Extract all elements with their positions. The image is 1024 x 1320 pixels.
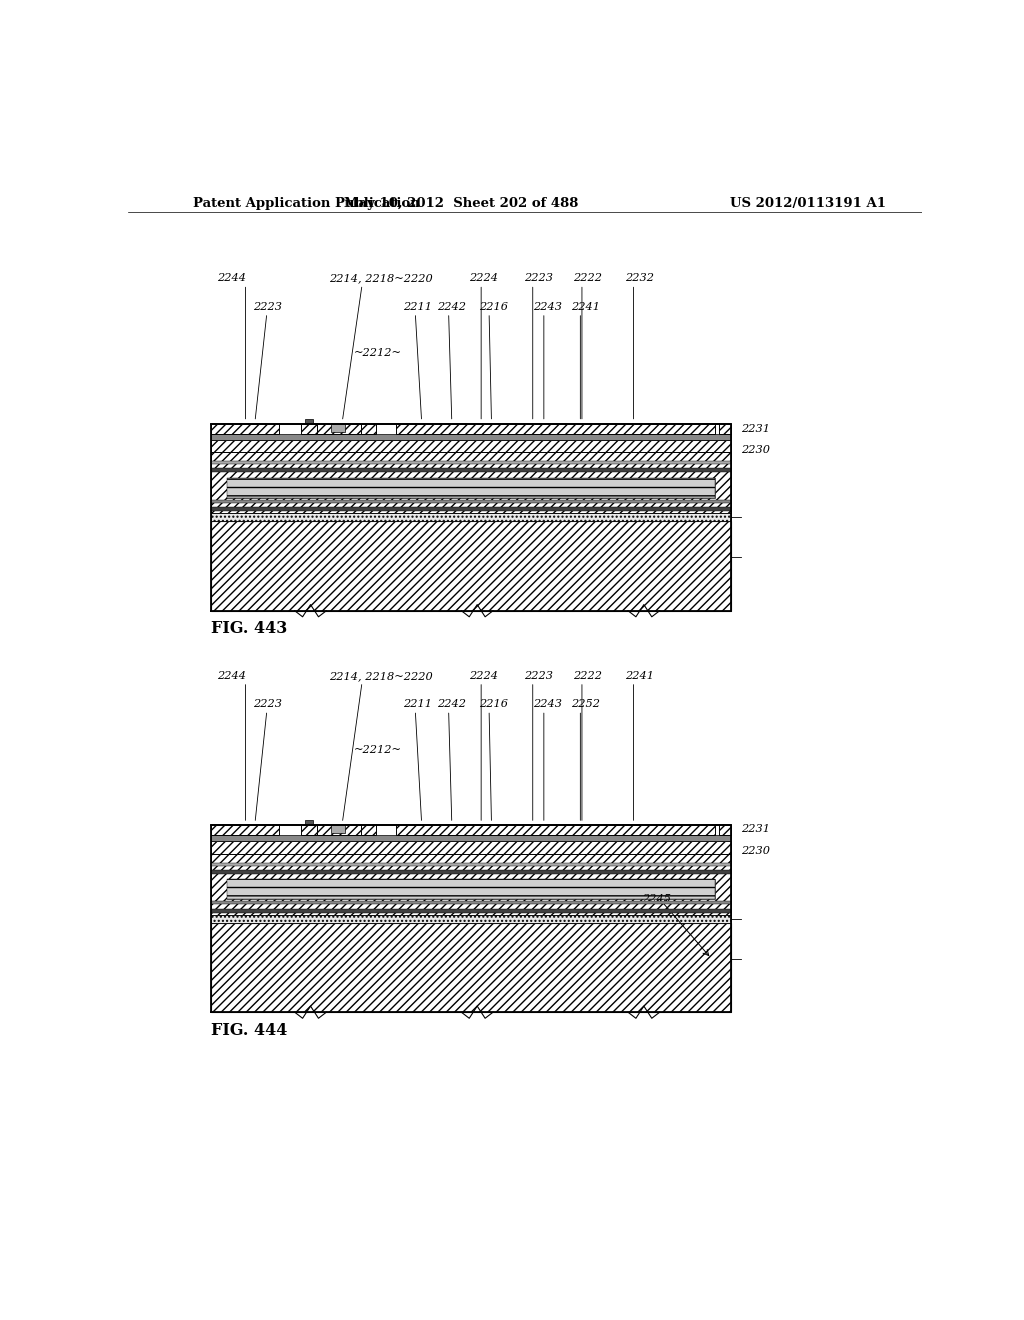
Bar [396,825,715,836]
Text: US 2012/0113191 A1: US 2012/0113191 A1 [730,197,886,210]
Bar [301,825,316,836]
Text: 2244: 2244 [217,671,246,681]
Text: 2231: 2231 [741,424,770,434]
Text: 2230: 2230 [741,846,770,855]
Text: ~2212~: ~2212~ [354,744,402,755]
Bar [211,440,731,453]
Bar [719,825,731,836]
Text: 2223: 2223 [524,671,553,681]
Text: 2232: 2232 [625,273,653,284]
Text: 2252: 2252 [570,700,600,709]
Bar [211,500,731,503]
Bar [211,434,731,440]
Bar [316,424,360,434]
Text: 2216: 2216 [479,700,508,709]
Text: 2241: 2241 [625,671,653,681]
Text: 2222: 2222 [573,273,602,284]
Text: 2242: 2242 [436,302,466,312]
Bar [211,507,731,511]
Bar [211,854,731,915]
Text: 2222: 2222 [573,671,602,681]
Bar [305,820,313,825]
Text: 2224: 2224 [469,671,499,681]
Bar [227,879,715,899]
Bar [331,424,345,432]
Text: 2244: 2244 [217,273,246,284]
Text: 2223: 2223 [253,302,283,312]
Text: 2231: 2231 [741,824,770,834]
Bar [396,424,715,434]
Bar [227,879,715,899]
Bar [331,825,345,833]
Text: 2211: 2211 [402,302,431,312]
Bar [211,908,731,912]
Bar [316,825,360,836]
Text: FIG. 443: FIG. 443 [211,620,288,638]
Text: 2214, 2218~2220: 2214, 2218~2220 [329,273,432,284]
Bar [211,902,731,904]
Bar [211,841,731,854]
Text: 2211: 2211 [402,700,431,709]
Bar [211,521,731,611]
Text: 2241: 2241 [570,302,600,312]
Bar [211,513,731,521]
Text: 2245: 2245 [642,895,672,904]
Bar [211,469,731,473]
Text: 2223: 2223 [524,273,553,284]
Bar [211,870,731,874]
Bar [211,424,279,434]
Text: ~2212~: ~2212~ [354,347,402,358]
Bar [301,424,316,434]
Text: 2230: 2230 [741,445,770,455]
Bar [211,461,731,465]
Text: FIG. 444: FIG. 444 [211,1022,288,1039]
Bar [360,424,377,434]
Text: 2223: 2223 [253,700,283,709]
Bar [227,478,715,498]
Bar [211,915,731,923]
Text: Patent Application Publication: Patent Application Publication [194,197,420,210]
Text: 2214, 2218~2220: 2214, 2218~2220 [329,671,432,681]
Bar [305,418,313,424]
Text: 2243: 2243 [534,302,562,312]
Bar [227,478,715,498]
Text: 2224: 2224 [469,273,499,284]
Bar [211,863,731,866]
Bar [211,825,279,836]
Bar [211,923,731,1012]
Bar [211,836,731,841]
Bar [719,424,731,434]
Text: 2216: 2216 [479,302,508,312]
Text: May 10, 2012  Sheet 202 of 488: May 10, 2012 Sheet 202 of 488 [344,197,579,210]
Bar [360,825,377,836]
Text: 2242: 2242 [436,700,466,709]
Text: 2243: 2243 [534,700,562,709]
Bar [211,453,731,513]
